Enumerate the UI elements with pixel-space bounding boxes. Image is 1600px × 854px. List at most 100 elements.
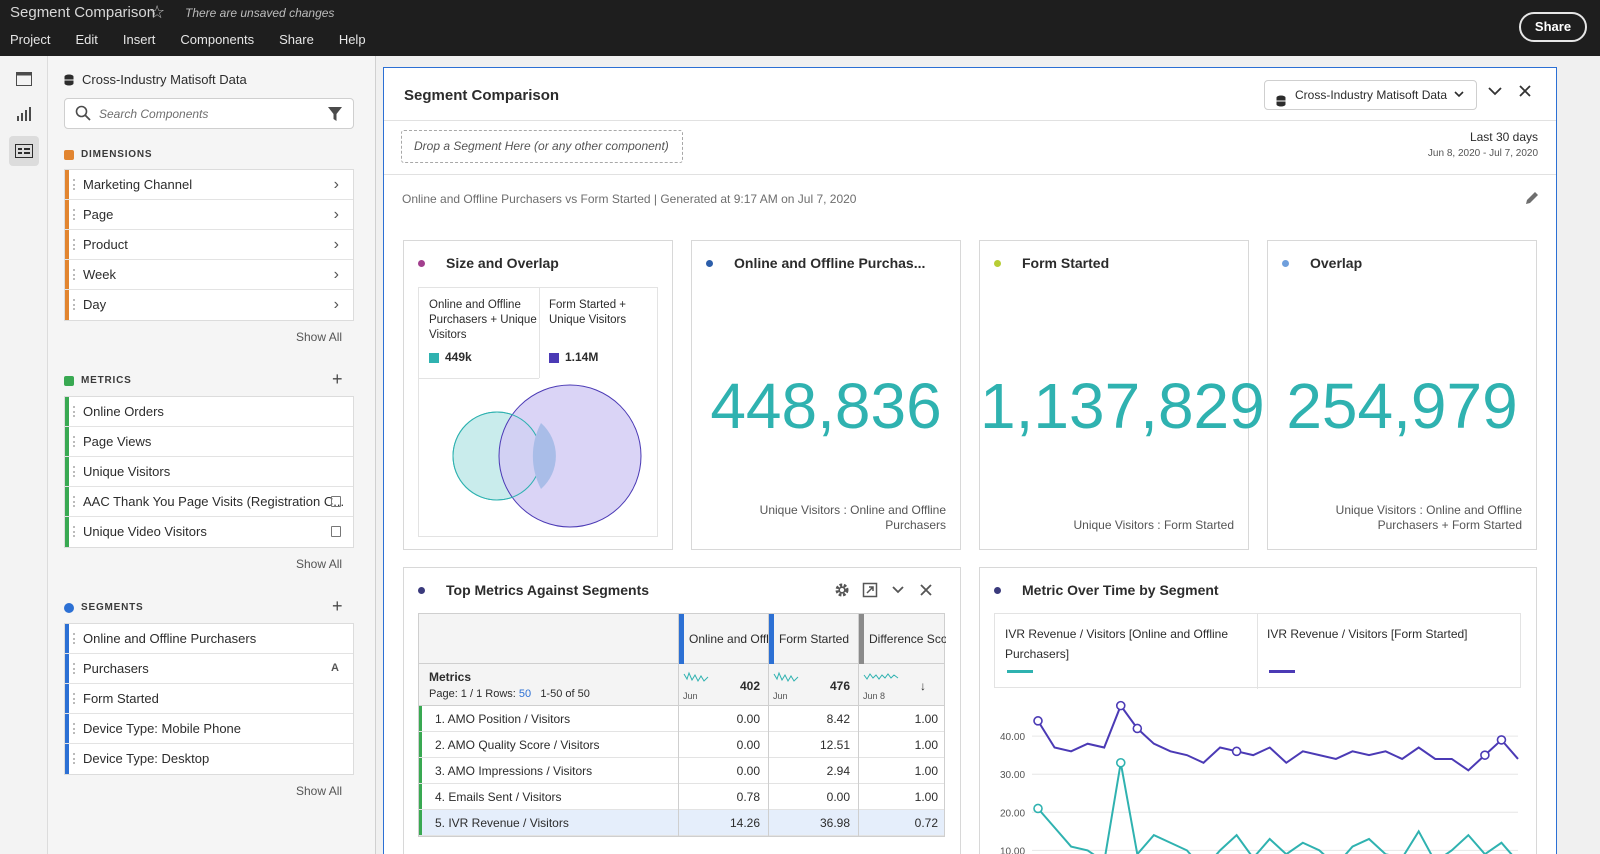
summary-title[interactable]: Online and Offline Purchas... xyxy=(734,255,926,271)
card-dot xyxy=(994,260,1001,267)
legend-item[interactable]: IVR Revenue / Visitors [Online and Offli… xyxy=(1005,627,1229,661)
project-title[interactable]: Segment Comparison xyxy=(10,4,156,21)
metric-item[interactable]: Page Views xyxy=(65,427,353,457)
chevron-right-icon[interactable]: › xyxy=(333,206,339,223)
menu-insert[interactable]: Insert xyxy=(122,32,156,47)
chevron-down-icon[interactable] xyxy=(890,582,906,603)
summary-card: Online and Offline Purchas... 448,836 Un… xyxy=(691,240,961,550)
close-panel-icon[interactable] xyxy=(1518,84,1532,103)
pencil-icon[interactable] xyxy=(1524,190,1540,211)
card-dot xyxy=(418,587,425,594)
unsaved-changes-notice: There are unsaved changes xyxy=(185,6,335,20)
menu-edit[interactable]: Edit xyxy=(75,32,98,47)
summary-title[interactable]: Form Started xyxy=(1022,255,1110,271)
metrics-heading: METRICS xyxy=(64,375,132,386)
search-input[interactable]: Search Components xyxy=(64,98,354,129)
table-row[interactable]: 1. AMO Position / Visitors 0.00 8.42 1.0… xyxy=(419,706,944,732)
table-subheader: Metrics Page: 1 / 1 Rows: 50 1-50 of 50 … xyxy=(419,664,944,706)
metrics-show-all[interactable]: Show All xyxy=(296,557,343,571)
date-range[interactable]: Last 30 days Jun 8, 2020 - Jul 7, 2020 xyxy=(1428,130,1538,159)
y-tick-label: 20.00 xyxy=(1000,808,1025,819)
menu-components[interactable]: Components xyxy=(180,32,255,47)
dimension-item[interactable]: Day › xyxy=(65,290,353,320)
components-panel: Cross-Industry Matisoft Data Search Comp… xyxy=(48,56,376,854)
rows-per-page-select[interactable]: 50 xyxy=(518,688,532,700)
dimension-item[interactable]: Product › xyxy=(65,230,353,260)
segment-item[interactable]: Form Started xyxy=(65,684,353,714)
metrics-list: Online Orders Page Views Unique Visitors… xyxy=(64,396,354,548)
table-title[interactable]: Top Metrics Against Segments xyxy=(446,582,650,598)
sort-descending-icon[interactable]: ↓ xyxy=(920,679,926,693)
chevron-right-icon[interactable]: › xyxy=(333,176,339,193)
table-row[interactable]: 3. AMO Impressions / Visitors 0.00 2.94 … xyxy=(419,758,944,784)
column-header[interactable]: Online and Offl xyxy=(678,614,768,664)
components-icon[interactable] xyxy=(9,136,39,166)
add-segment-icon[interactable]: + xyxy=(332,596,343,616)
collapse-panel-icon[interactable] xyxy=(1488,84,1502,103)
y-tick-label: 30.00 xyxy=(1000,770,1025,781)
segments-icon xyxy=(64,602,74,613)
summary-title[interactable]: Overlap xyxy=(1310,255,1363,271)
chevron-right-icon[interactable]: › xyxy=(333,236,339,253)
chevron-down-icon xyxy=(1454,81,1464,119)
panel-title[interactable]: Segment Comparison xyxy=(404,87,560,104)
card-dot xyxy=(706,260,713,267)
report-suite-dropdown[interactable]: Cross-Industry Matisoft Data xyxy=(1264,80,1477,110)
close-icon[interactable] xyxy=(918,582,934,603)
segment-item[interactable]: Online and Offline Purchasers xyxy=(65,624,353,654)
card-dot xyxy=(418,260,425,267)
freeform-panel: Segment Comparison Cross-Industry Matiso… xyxy=(383,67,1557,854)
panel-description: Online and Offline Purchasers vs Form St… xyxy=(402,192,857,206)
chart-title[interactable]: Metric Over Time by Segment xyxy=(1022,582,1219,598)
table-row[interactable]: 2. AMO Quality Score / Visitors 0.00 12.… xyxy=(419,732,944,758)
filter-icon[interactable] xyxy=(327,106,343,127)
venn-card: Size and Overlap Online and Offline Purc… xyxy=(403,240,673,550)
segments-show-all[interactable]: Show All xyxy=(296,784,343,798)
data-point xyxy=(1033,803,1043,814)
menu-help[interactable]: Help xyxy=(338,32,366,47)
table-row[interactable]: 4. Emails Sent / Visitors 0.78 0.00 1.00 xyxy=(419,784,944,810)
dimensions-show-all[interactable]: Show All xyxy=(296,330,343,344)
venn-circles[interactable] xyxy=(419,380,659,536)
venn-title[interactable]: Size and Overlap xyxy=(446,255,559,271)
teal-swatch xyxy=(429,352,439,363)
add-metric-icon[interactable]: + xyxy=(332,369,343,389)
report-suite-name[interactable]: Cross-Industry Matisoft Data xyxy=(64,72,247,89)
legend-swatch-purple xyxy=(1269,670,1295,673)
dimension-item[interactable]: Week › xyxy=(65,260,353,290)
visualizations-icon[interactable] xyxy=(9,99,39,129)
star-icon[interactable]: ☆ xyxy=(149,2,166,22)
dimension-item[interactable]: Page › xyxy=(65,200,353,230)
panels-icon[interactable] xyxy=(9,64,39,94)
metric-item[interactable]: Online Orders xyxy=(65,397,353,427)
segment-item[interactable]: Device Type: Mobile Phone xyxy=(65,714,353,744)
summary-card: Form Started 1,137,829 Unique Visitors :… xyxy=(979,240,1265,550)
segment-drop-zone[interactable]: Drop a Segment Here (or any other compon… xyxy=(401,130,683,163)
column-header[interactable]: Difference Scor xyxy=(858,614,946,664)
column-header[interactable]: Form Started xyxy=(768,614,858,664)
segment-item[interactable]: Purchasers A xyxy=(65,654,353,684)
line-chart[interactable]: 10.00 20.00 30.00 40.00 xyxy=(980,693,1536,854)
metric-item[interactable]: AAC Thank You Page Visits (Registration … xyxy=(65,487,353,517)
share-button[interactable]: Share xyxy=(1519,12,1587,42)
expand-icon[interactable] xyxy=(862,582,878,603)
venn-right-legend: Form Started + Unique Visitors 1.14M xyxy=(549,299,627,364)
segment-item[interactable]: Device Type: Desktop xyxy=(65,744,353,774)
menu-project[interactable]: Project xyxy=(10,32,51,47)
line-chart-card: Metric Over Time by Segment IVR Revenue … xyxy=(979,567,1537,854)
series-line xyxy=(1037,703,1519,772)
report-suite-label: Cross-Industry Matisoft Data xyxy=(82,72,247,87)
column-total: Jun 402 xyxy=(678,664,768,706)
metric-item[interactable]: Unique Video Visitors xyxy=(65,517,353,547)
table-row-selected[interactable]: 5. IVR Revenue / Visitors 14.26 36.98 0.… xyxy=(419,810,944,836)
chevron-right-icon[interactable]: › xyxy=(333,266,339,283)
settings-gear-icon[interactable] xyxy=(834,582,850,603)
legend-item[interactable]: IVR Revenue / Visitors [Form Started] xyxy=(1267,627,1468,641)
menu-share[interactable]: Share xyxy=(279,32,314,47)
search-placeholder: Search Components xyxy=(99,107,209,121)
series-line xyxy=(1037,762,1513,854)
chevron-right-icon[interactable]: › xyxy=(333,296,339,313)
data-point xyxy=(1480,750,1490,760)
dimension-item[interactable]: Marketing Channel › xyxy=(65,170,353,200)
metric-item[interactable]: Unique Visitors xyxy=(65,457,353,487)
